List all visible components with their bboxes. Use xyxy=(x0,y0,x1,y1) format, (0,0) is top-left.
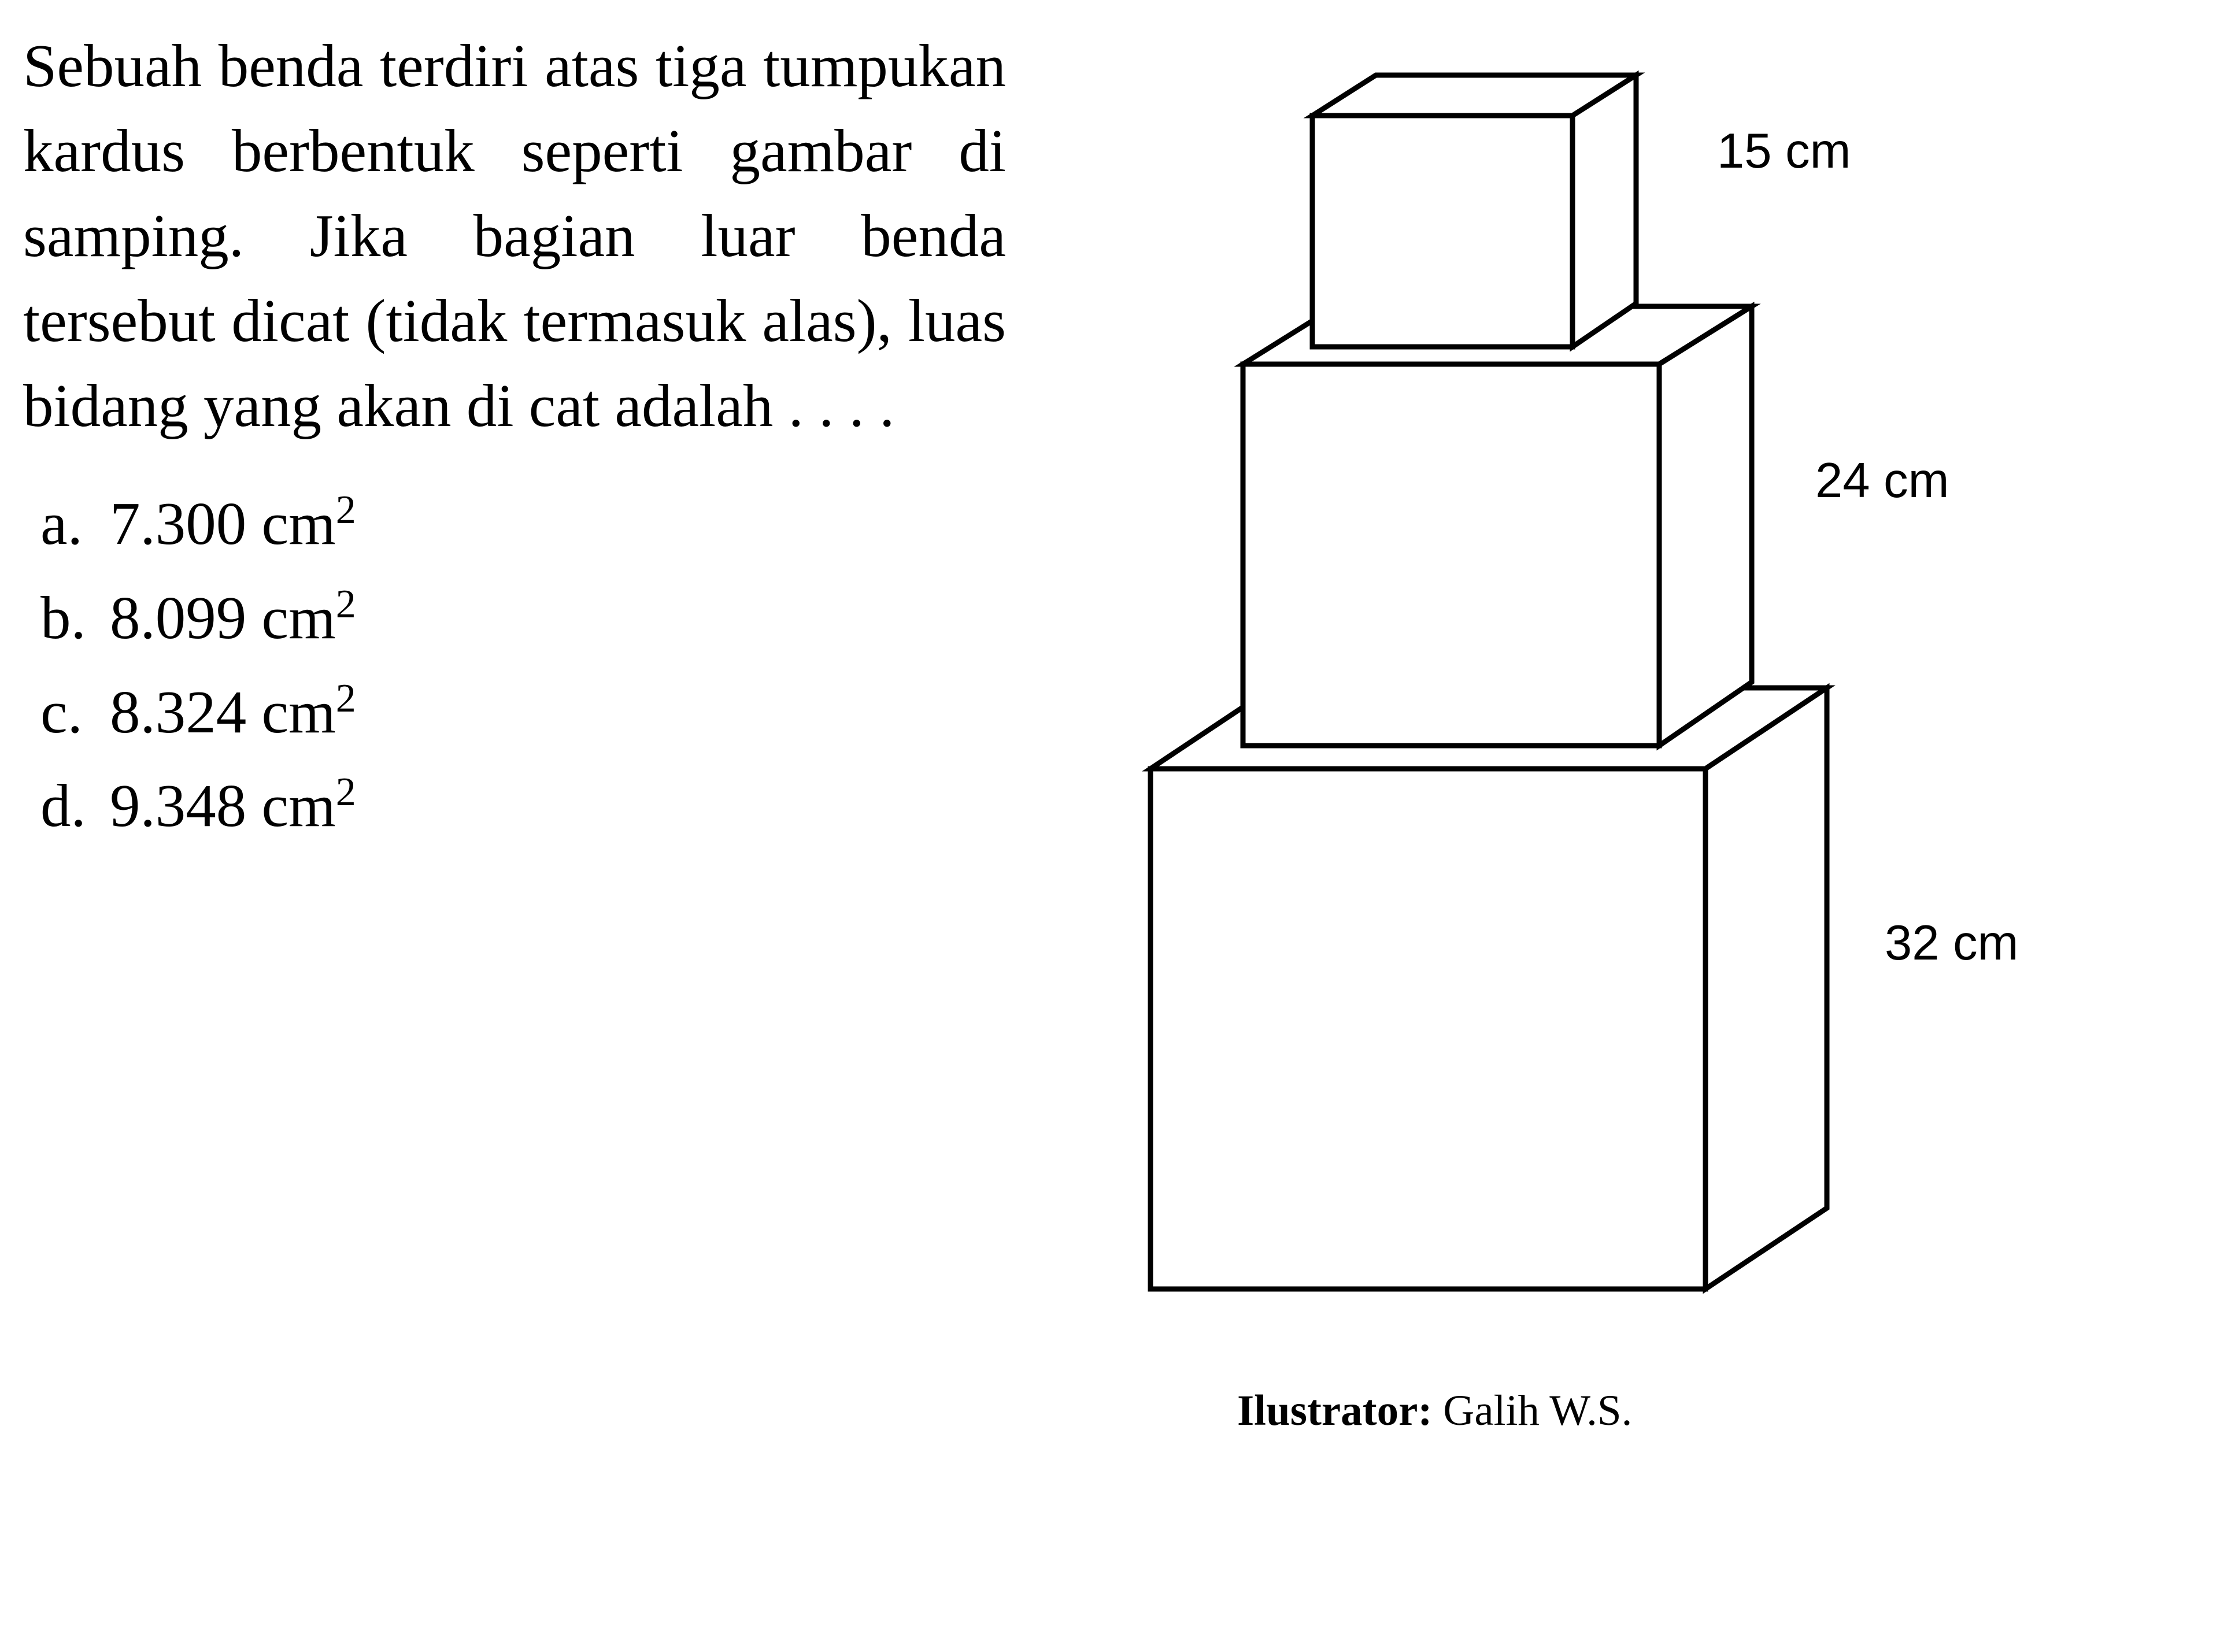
option-value: 8.324 cm2 xyxy=(110,665,1006,760)
stacked-cubes-diagram: 15 cm 24 cm 32 cm xyxy=(1064,23,2162,1353)
option-c: c. 8.324 cm2 xyxy=(23,665,1006,760)
option-b: b. 8.099 cm2 xyxy=(23,571,1006,665)
option-letter: d. xyxy=(23,759,110,853)
option-value: 8.099 cm2 xyxy=(110,571,1006,665)
option-value: 7.300 cm2 xyxy=(110,477,1006,571)
illustrator-credit: Ilustrator: Galih W.S. xyxy=(1237,1379,2162,1444)
middle-cube xyxy=(1243,306,1752,746)
page-container: Sebuah benda terdiri atas tiga tumpukan … xyxy=(23,23,2197,1444)
credit-label: Ilustrator: xyxy=(1237,1387,1432,1435)
label-top: 15 cm xyxy=(1717,124,1851,179)
label-middle: 24 cm xyxy=(1815,453,1949,508)
option-letter: b. xyxy=(23,571,110,665)
option-d: d. 9.348 cm2 xyxy=(23,759,1006,853)
credit-name: Galih W.S. xyxy=(1432,1387,1632,1435)
diagram-column: 15 cm 24 cm 32 cm Ilustrator: Galih W.S. xyxy=(1064,23,2162,1444)
option-letter: a. xyxy=(23,477,110,571)
option-letter: c. xyxy=(23,665,110,760)
label-bottom: 32 cm xyxy=(1885,916,2018,971)
option-a: a. 7.300 cm2 xyxy=(23,477,1006,571)
options-list: a. 7.300 cm2 b. 8.099 cm2 c. 8.324 cm2 d… xyxy=(23,477,1006,853)
text-column: Sebuah benda terdiri atas tiga tumpukan … xyxy=(23,23,1006,1444)
question-text: Sebuah benda terdiri atas tiga tumpukan … xyxy=(23,23,1006,448)
top-cube xyxy=(1312,75,1636,347)
option-value: 9.348 cm2 xyxy=(110,759,1006,853)
bottom-cube xyxy=(1150,688,1827,1289)
